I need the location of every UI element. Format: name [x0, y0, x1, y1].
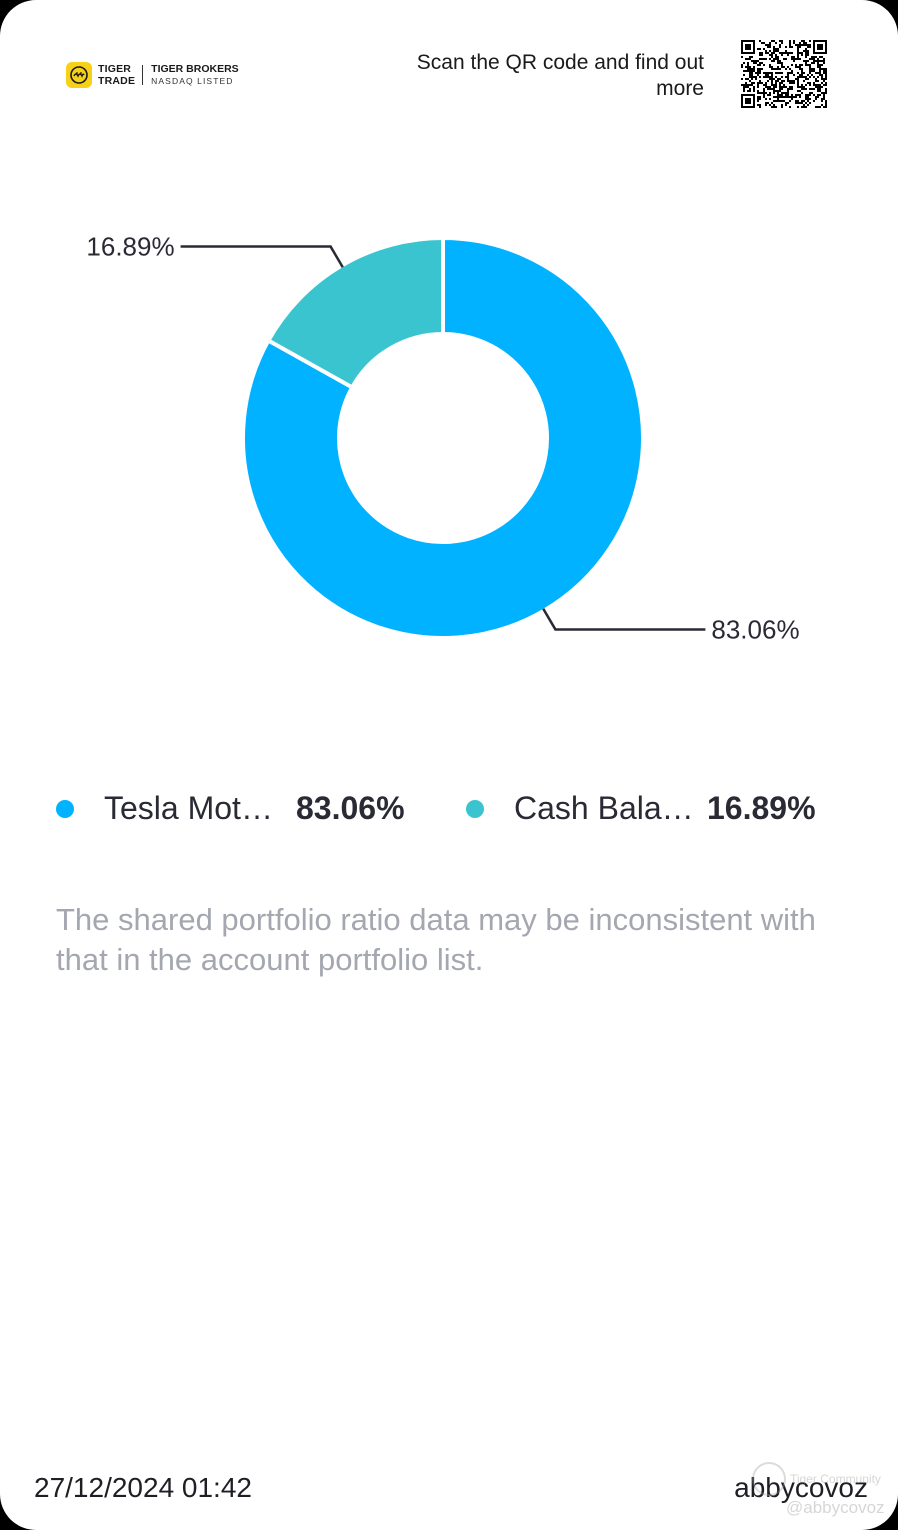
- logo-tagline: NASDAQ LISTED: [151, 76, 234, 86]
- logo-line1: TIGER: [98, 63, 132, 75]
- donut-slice-1: [265, 235, 445, 391]
- leader-line-0: [542, 608, 706, 631]
- chart-legend: Tesla Mot… 83.06% Cash Bala… 16.89%: [0, 788, 898, 832]
- watermark-logo-icon: [752, 1462, 786, 1496]
- logo-brokers-text: TIGER BROKERS NASDAQ LISTED: [151, 63, 239, 87]
- leader-line-1: [180, 245, 344, 268]
- legend-dot-tesla: [56, 800, 74, 818]
- slice-label-0: 83.06%: [711, 614, 799, 644]
- logo-trade-text: TIGER TRADE: [98, 63, 135, 87]
- watermark-line1: Tiger Community: [790, 1472, 881, 1486]
- donut-slice-0: [241, 235, 645, 640]
- logo-divider: [142, 65, 144, 85]
- legend-name-cash: Cash Bala…: [514, 790, 694, 826]
- logo-line2: TRADE: [98, 75, 136, 87]
- legend-value-tesla: 83.06%: [296, 790, 405, 826]
- legend-name-tesla: Tesla Mot…: [104, 790, 273, 826]
- share-timestamp: 27/12/2024 01:42: [34, 1472, 252, 1503]
- logo-brand: TIGER BROKERS: [151, 63, 239, 75]
- legend-dot-cash: [466, 800, 484, 818]
- scan-qr-text: Scan the QR code and find out more: [416, 51, 704, 100]
- qr-code-icon[interactable]: [741, 40, 827, 108]
- slice-label-1: 16.89%: [86, 232, 174, 262]
- tiger-community-watermark: Tiger Community @abbycovoz: [752, 1462, 892, 1524]
- tiger-trade-logo: TIGER TRADE TIGER BROKERS NASDAQ LISTED: [66, 62, 239, 88]
- legend-value-cash: 16.89%: [707, 790, 816, 826]
- watermark-line2: @abbycovoz: [786, 1498, 885, 1517]
- portfolio-donut-chart: 83.06% 16.89%: [86, 232, 799, 645]
- tiger-logo-icon: [66, 62, 92, 88]
- disclaimer-text: The shared portfolio ratio data may be i…: [56, 902, 816, 977]
